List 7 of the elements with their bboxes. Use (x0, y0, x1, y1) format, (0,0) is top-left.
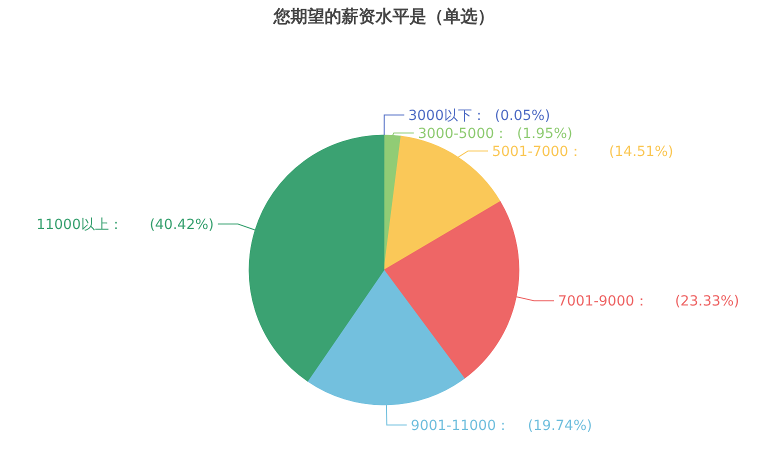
slice-label: 7001-9000： (23.33%) (558, 294, 740, 310)
slice-label: 3000以下： (0.05%) (408, 108, 550, 124)
slice-label: 5001-7000： (14.51%) (492, 144, 674, 160)
chart-title: 您期望的薪资水平是（单选） (272, 7, 494, 27)
slice-label: 3000-5000： (1.95%) (418, 126, 572, 142)
slice-label: 11000以上： (40.42%) (36, 216, 214, 233)
slice-label: 9001-11000： (19.74%) (410, 418, 592, 434)
